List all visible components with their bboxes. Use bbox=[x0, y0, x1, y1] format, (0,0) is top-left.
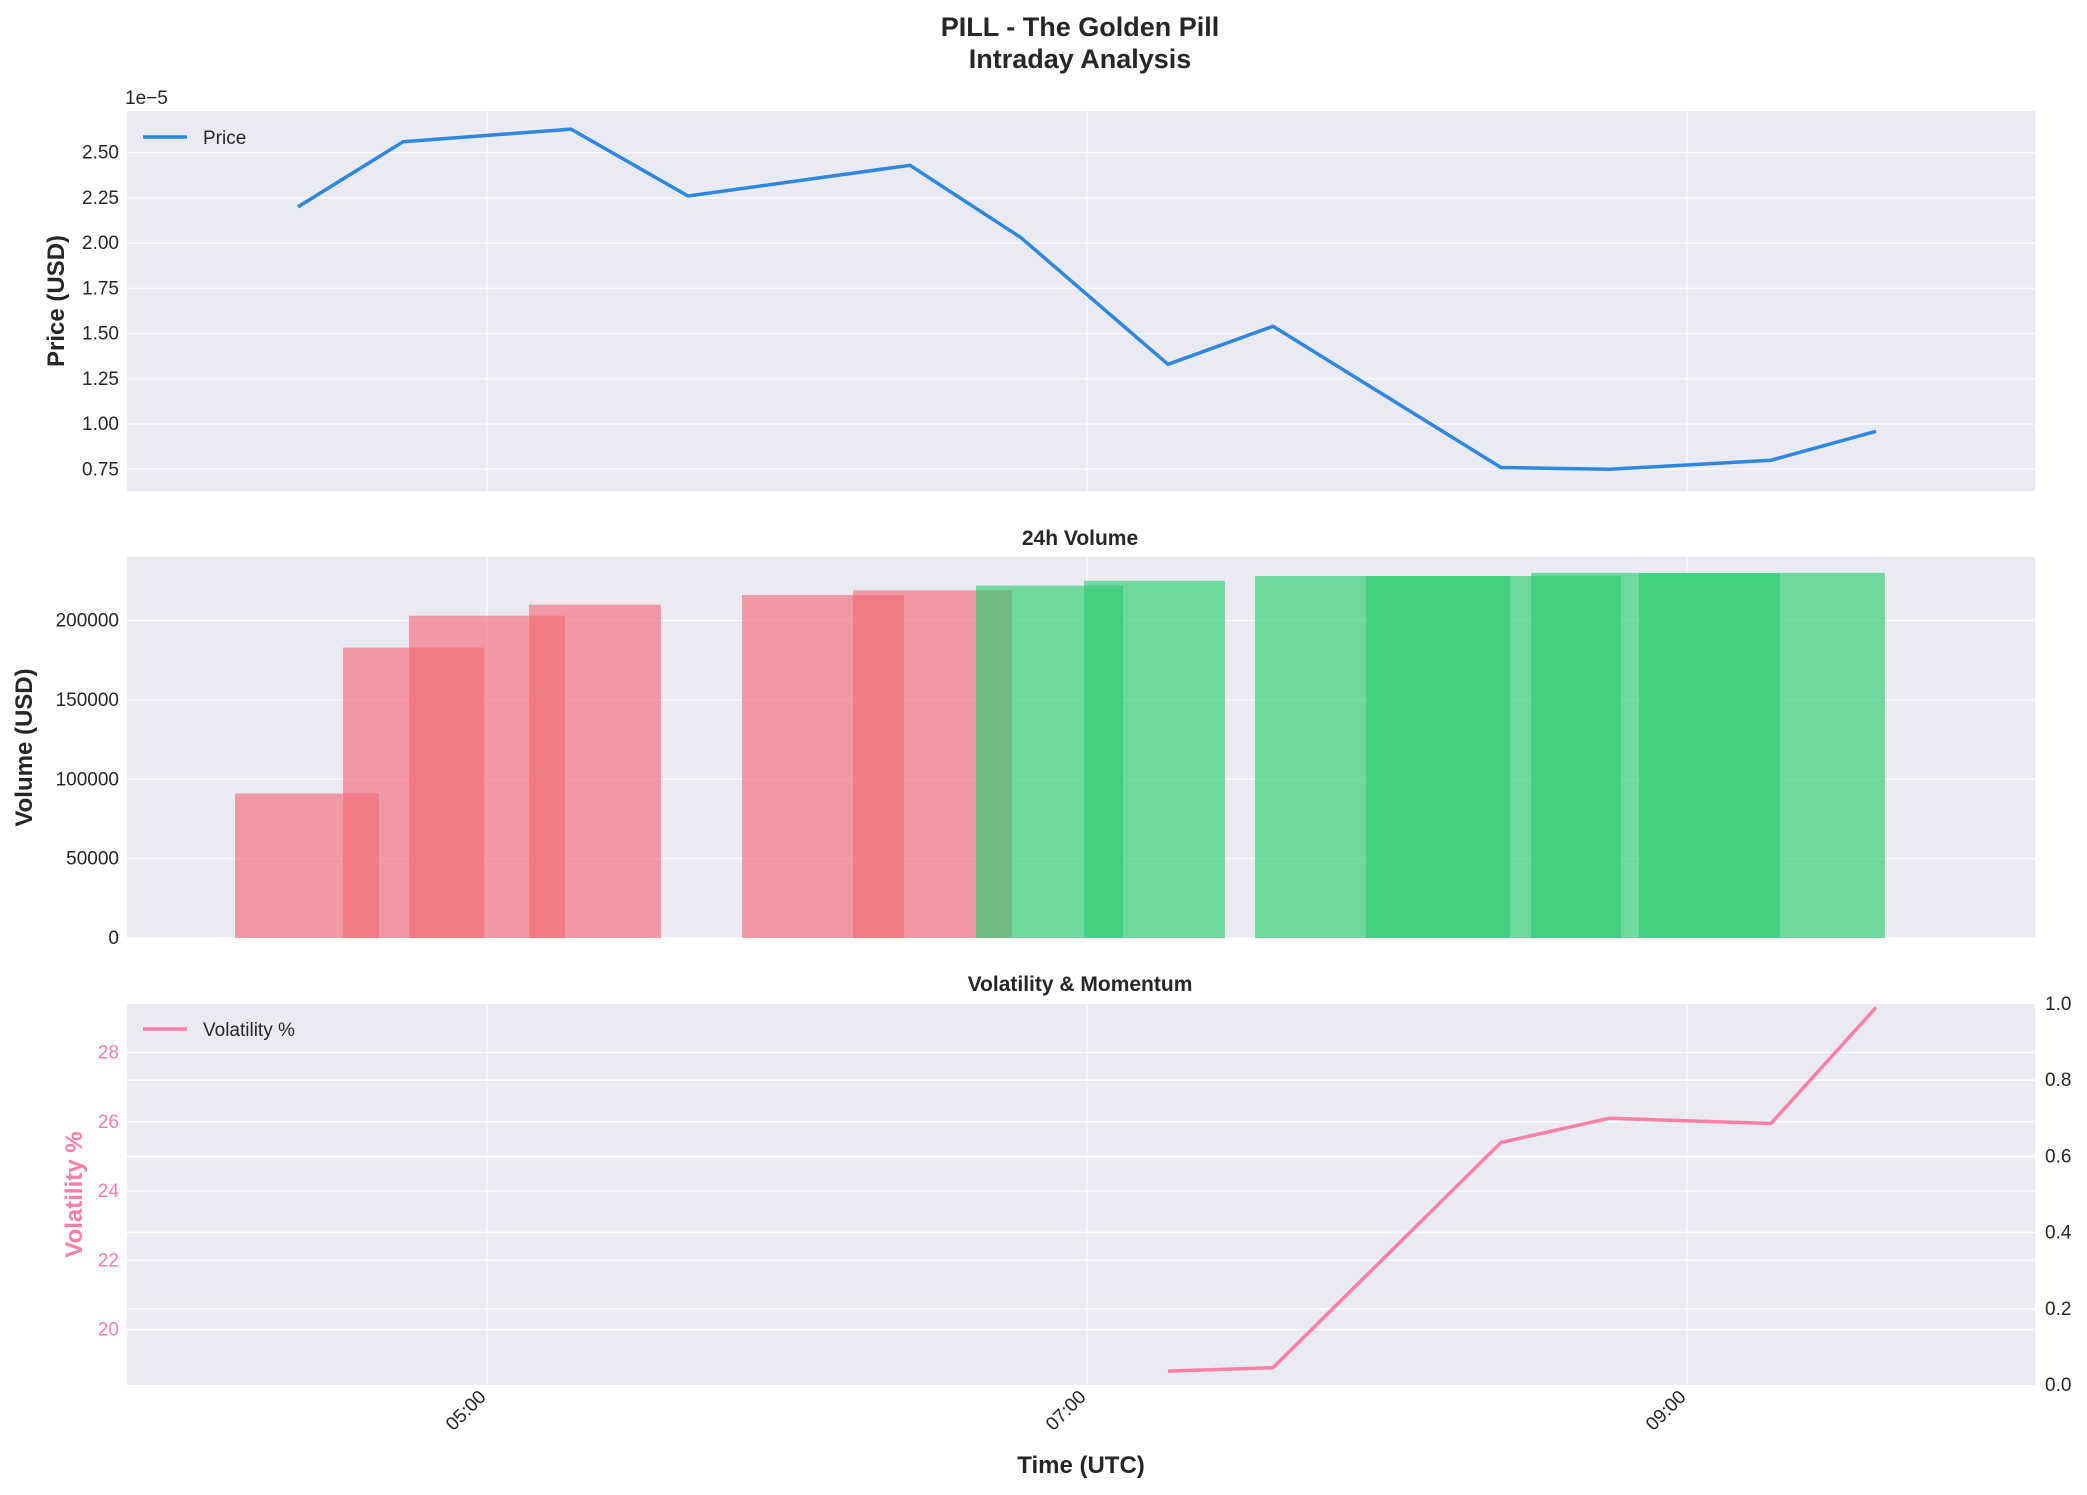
legend-label-volatility: Volatility % bbox=[203, 1020, 295, 1041]
y-tick-label: 22 bbox=[98, 1250, 119, 1271]
y-tick-label: 150000 bbox=[56, 690, 119, 711]
x-tick-label: 09:00 bbox=[1642, 1387, 1690, 1435]
y-tick-label: 0 bbox=[108, 928, 119, 949]
y-scale-multiplier: 1e−5 bbox=[125, 88, 168, 109]
y-tick-label: 50000 bbox=[66, 849, 119, 870]
y-tick-label: 1.50 bbox=[82, 324, 119, 345]
x-tick-label: 05:00 bbox=[442, 1387, 490, 1435]
y2-tick-label: 0.4 bbox=[2045, 1223, 2072, 1244]
volatility-line bbox=[1167, 1006, 1878, 1373]
volume-bar bbox=[529, 604, 661, 938]
x-axis-label: Time (UTC) bbox=[1017, 1452, 1145, 1479]
y-tick-label: 20 bbox=[98, 1320, 119, 1341]
y-tick-label: 0.75 bbox=[82, 459, 119, 480]
y-tick-label: 1.25 bbox=[82, 369, 119, 390]
y2-tick-label: 0.8 bbox=[2045, 1070, 2071, 1091]
x-tick-label: 07:00 bbox=[1042, 1387, 1090, 1435]
y-axis-label-price: Price (USD) bbox=[43, 235, 70, 367]
y-tick-label: 200000 bbox=[56, 611, 119, 632]
y-tick-label: 28 bbox=[98, 1042, 119, 1063]
y2-tick-label: 0.2 bbox=[2045, 1299, 2071, 1320]
plot-area-3 bbox=[127, 1004, 2035, 1385]
volume-bar bbox=[1084, 580, 1225, 938]
y-tick-label: 1.00 bbox=[82, 414, 119, 435]
y-tick-label: 100000 bbox=[56, 769, 119, 790]
volume-bar bbox=[1639, 572, 1885, 938]
panel-title-volume: 24h Volume bbox=[1022, 527, 1138, 550]
plot-area-1 bbox=[127, 111, 2035, 491]
y-axis-label-volume: Volume (USD) bbox=[11, 668, 38, 826]
figure-title-line1: PILL - The Golden Pill bbox=[941, 12, 1220, 42]
y2-tick-label: 0.6 bbox=[2045, 1146, 2071, 1167]
y-tick-label: 1.75 bbox=[82, 278, 119, 299]
figure-title-line2: Intraday Analysis bbox=[969, 44, 1192, 74]
y-tick-label: 26 bbox=[98, 1112, 119, 1133]
y-tick-label: 24 bbox=[98, 1181, 120, 1202]
y-tick-label: 2.25 bbox=[82, 188, 119, 209]
y2-tick-label: 0.0 bbox=[2045, 1375, 2071, 1396]
y-tick-label: 2.00 bbox=[82, 233, 119, 254]
panel-title-volatility: Volatility & Momentum bbox=[968, 973, 1193, 996]
y-tick-label: 2.50 bbox=[82, 143, 119, 164]
y-axis-label-volatility: Volatility % bbox=[61, 1131, 88, 1257]
price-line bbox=[297, 127, 1877, 472]
legend-label-price: Price bbox=[203, 128, 246, 149]
y2-tick-label: 1.0 bbox=[2045, 994, 2071, 1015]
